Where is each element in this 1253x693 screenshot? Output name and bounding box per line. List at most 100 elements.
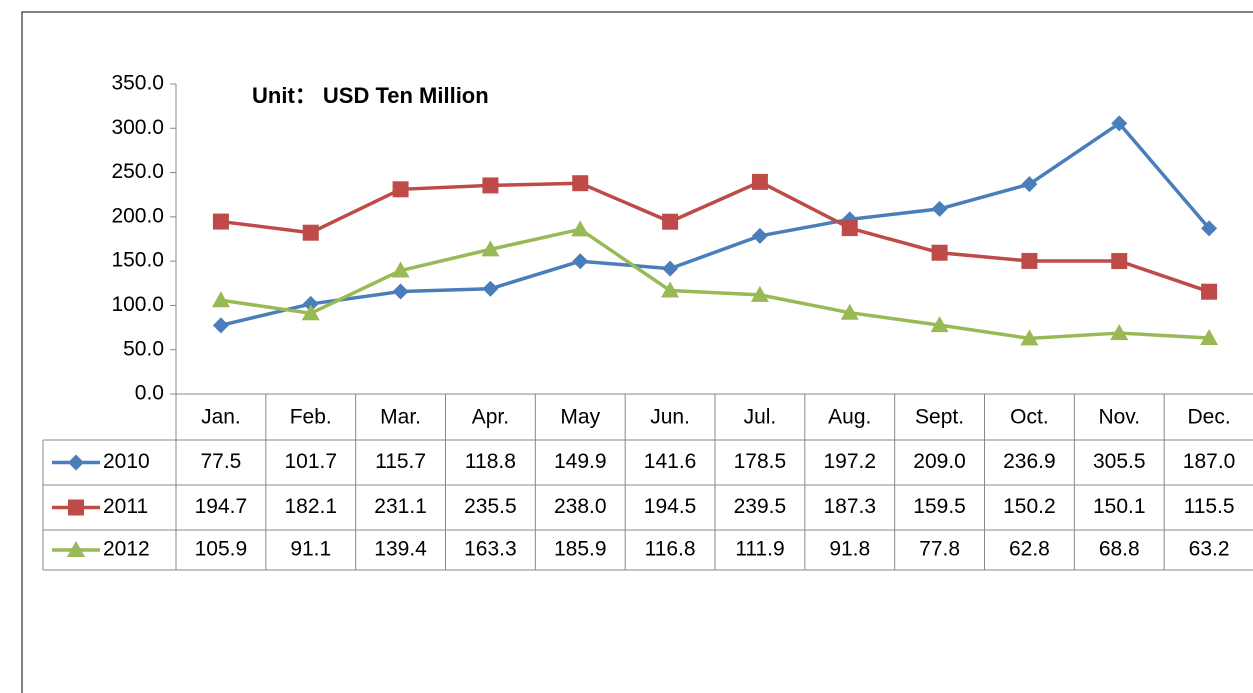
table-value: 235.5	[464, 495, 517, 518]
y-tick-label: 300.0	[111, 116, 164, 139]
marker	[481, 240, 500, 257]
table-value: 238.0	[554, 495, 607, 518]
table-value: 149.9	[554, 450, 607, 473]
table-value: 194.5	[644, 495, 697, 518]
series-line	[220, 121, 1211, 328]
table-value: 150.2	[1003, 495, 1056, 518]
x-tick-label: Nov.	[1098, 406, 1140, 429]
legend-label: 2010	[103, 450, 150, 473]
annotation: Unit： USD Ten Million	[252, 83, 489, 108]
table-value: 185.9	[554, 538, 607, 561]
marker	[1111, 253, 1128, 270]
marker	[1200, 329, 1219, 346]
marker	[930, 316, 949, 333]
marker	[211, 291, 230, 308]
y-tick-label: 250.0	[111, 160, 164, 183]
table-value: 63.2	[1189, 538, 1230, 561]
marker	[1021, 176, 1038, 193]
table-value: 187.0	[1183, 450, 1236, 473]
x-tick-label: Jul.	[744, 406, 777, 429]
marker	[391, 261, 410, 278]
series-line	[220, 227, 1210, 341]
y-tick-label: 350.0	[111, 72, 164, 95]
table-value: 62.8	[1009, 538, 1050, 561]
table-value: 236.9	[1003, 450, 1056, 473]
legend-label: 2011	[103, 495, 148, 518]
x-tick-label: Oct.	[1010, 406, 1049, 429]
chart-frame	[21, 11, 1253, 693]
marker	[572, 253, 589, 270]
table-value: 111.9	[735, 538, 784, 561]
marker	[841, 220, 858, 237]
x-tick-label: Feb.	[290, 406, 332, 429]
marker	[840, 303, 859, 320]
marker	[482, 177, 499, 194]
marker	[572, 175, 589, 192]
marker	[1110, 324, 1129, 341]
table-value: 91.1	[290, 538, 331, 561]
table-value: 77.8	[919, 538, 960, 561]
marker	[571, 220, 590, 237]
marker	[301, 304, 320, 321]
x-tick-label: Mar.	[380, 406, 421, 429]
marker	[661, 281, 680, 298]
y-tick-label: 0.0	[135, 382, 164, 405]
marker	[392, 283, 409, 300]
marker	[1201, 283, 1218, 300]
table-value: 77.5	[200, 450, 241, 473]
legend-label: 2012	[103, 538, 150, 561]
x-tick-label: Sept.	[915, 406, 964, 429]
series-line	[220, 180, 1210, 294]
marker	[931, 200, 948, 217]
marker	[931, 244, 948, 261]
table-value: 115.5	[1184, 495, 1235, 518]
legend-marker	[68, 499, 84, 516]
y-tick-label: 150.0	[111, 249, 164, 272]
table-value: 239.5	[734, 495, 787, 518]
marker	[392, 181, 409, 198]
x-tick-label: Dec.	[1187, 406, 1230, 429]
table-value: 231.1	[374, 495, 427, 518]
marker	[212, 317, 229, 334]
marker	[1201, 220, 1218, 237]
marker	[482, 280, 499, 297]
marker	[212, 213, 229, 230]
table-value: 116.8	[645, 538, 696, 561]
marker	[1111, 115, 1128, 132]
x-tick-label: Jan.	[201, 406, 241, 429]
table-value: 163.3	[464, 538, 517, 561]
table-value: 178.5	[734, 450, 787, 473]
y-tick-label: 100.0	[111, 293, 164, 316]
table-value: 159.5	[913, 495, 966, 518]
y-tick-label: 50.0	[123, 337, 164, 360]
table-value: 91.8	[829, 538, 870, 561]
table-value: 305.5	[1093, 450, 1146, 473]
marker	[1021, 252, 1038, 269]
marker	[1020, 329, 1039, 346]
x-tick-label: Apr.	[472, 406, 509, 429]
table-value: 68.8	[1099, 538, 1140, 561]
marker	[751, 173, 768, 190]
marker	[302, 224, 319, 241]
marker	[662, 213, 679, 230]
y-tick-label: 200.0	[111, 204, 164, 227]
marker	[662, 260, 679, 277]
marker	[751, 227, 768, 244]
table-value: 105.9	[195, 538, 248, 561]
x-tick-label: May	[560, 406, 600, 429]
table-value: 194.7	[195, 495, 248, 518]
table-value: 139.4	[374, 538, 427, 561]
marker	[750, 285, 769, 302]
table-value: 197.2	[823, 450, 876, 473]
legend-marker	[68, 454, 84, 471]
table-value: 187.3	[823, 495, 876, 518]
table-value: 150.1	[1093, 495, 1146, 518]
table-value: 182.1	[284, 495, 337, 518]
table-value: 101.7	[284, 450, 337, 473]
x-tick-label: Aug.	[828, 406, 871, 429]
x-tick-label: Jun.	[650, 406, 690, 429]
table-value: 115.7	[375, 450, 426, 473]
table-value: 209.0	[913, 450, 966, 473]
